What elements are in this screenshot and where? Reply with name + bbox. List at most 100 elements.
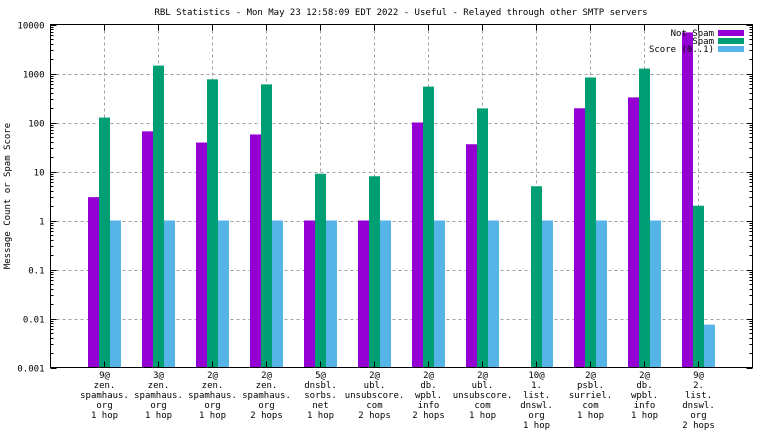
x-tick-label: zen. <box>202 381 224 391</box>
x-tick-label: 2@ <box>369 371 380 381</box>
legend-swatch <box>718 38 744 44</box>
bar-score-0-1 <box>596 220 607 368</box>
y-tick-label: 1000 <box>23 71 45 81</box>
x-tick-label: 1 hop <box>631 411 658 421</box>
y-axis: 0.001 0.01 0.1 1 10 100 1000 10000 <box>17 22 753 375</box>
x-tick-label: 2@ <box>423 371 434 381</box>
x-tick-label: 1. <box>531 381 542 391</box>
bar-score-0-1 <box>434 220 445 368</box>
x-tick-label: spamhaus. <box>188 391 237 401</box>
y-tick-label: 10000 <box>17 22 44 32</box>
x-tick-label: 2 hops <box>250 411 283 421</box>
bar-not-spam <box>412 122 423 368</box>
x-tick-label: 9@ <box>99 371 110 381</box>
legend-swatch <box>718 46 744 52</box>
x-tick-label: com <box>474 401 490 411</box>
x-tick-label: db. <box>420 381 436 391</box>
x-tick-label: org <box>528 411 544 421</box>
x-tick-label: org <box>690 411 706 421</box>
x-tick-label: 2 hops <box>412 411 445 421</box>
y-tick-label: 0.001 <box>17 365 44 375</box>
bar-not-spam <box>466 144 477 368</box>
x-tick-label: 1 hop <box>577 411 604 421</box>
bar-not-spam <box>358 220 369 368</box>
bar-spam <box>153 65 164 368</box>
x-tick-label: 2@ <box>585 371 596 381</box>
bar-score-0-1 <box>650 220 661 368</box>
bar-spam <box>531 186 542 368</box>
bar-spam <box>477 108 488 368</box>
x-tick-label: org <box>96 401 112 411</box>
x-tick-label: zen. <box>256 381 278 391</box>
x-tick-label: info <box>418 401 440 411</box>
bar-spam <box>99 117 110 368</box>
bar-score-0-1 <box>218 220 229 368</box>
bar-spam <box>693 205 704 368</box>
bar-not-spam <box>574 108 585 368</box>
x-tick-label: org <box>258 401 274 411</box>
bar-score-0-1 <box>704 324 715 368</box>
x-tick-label: list. <box>685 391 712 401</box>
x-tick-label: 3@ <box>153 371 164 381</box>
bar-spam <box>261 84 272 368</box>
x-tick-label: ubl. <box>364 381 386 391</box>
x-tick-label: 2@ <box>639 371 650 381</box>
x-tick-label: 5@ <box>315 371 326 381</box>
bar-spam <box>369 176 380 368</box>
plot-frame <box>50 24 753 368</box>
x-tick-label: 9@ <box>693 371 704 381</box>
bar-score-0-1 <box>326 220 337 368</box>
x-tick-label: 2@ <box>477 371 488 381</box>
bar-score-0-1 <box>542 220 553 368</box>
bar-score-0-1 <box>272 220 283 368</box>
x-tick-label: db. <box>636 381 652 391</box>
x-tick-label: surriel. <box>569 391 612 401</box>
bars <box>88 32 715 368</box>
x-tick-label: info <box>634 401 656 411</box>
x-tick-label: 10@ <box>528 371 545 381</box>
x-tick-label: sorbs. <box>304 391 337 401</box>
x-tick-label: ubl. <box>472 381 494 391</box>
x-tick-label: 1 hop <box>199 411 226 421</box>
x-tick-label: psbl. <box>577 381 604 391</box>
x-tick-label: 1 hop <box>523 421 550 431</box>
x-tick-label: 2@ <box>261 371 272 381</box>
x-tick-label: zen. <box>94 381 116 391</box>
x-tick-label: 2@ <box>207 371 218 381</box>
x-tick-label: unsubscore. <box>345 391 405 401</box>
y-tick-label: 0.01 <box>23 316 45 326</box>
y-tick-label: 10 <box>34 169 45 179</box>
legend-swatch <box>718 30 744 36</box>
x-tick-label: 1 hop <box>91 411 118 421</box>
y-axis-label: Message Count or Spam Score <box>3 123 13 269</box>
x-tick-label: dnswl. <box>520 401 553 411</box>
legend-label: Score (0..1) <box>649 45 714 55</box>
legend-label: Not Spam <box>671 29 714 39</box>
bar-not-spam <box>304 220 315 368</box>
x-tick-label: wpbl. <box>631 391 658 401</box>
x-tick-label: 1 hop <box>469 411 496 421</box>
bar-spam <box>423 86 434 368</box>
x-tick-label: spamhaus. <box>80 391 129 401</box>
x-tick-label: 2. <box>693 381 704 391</box>
bar-not-spam <box>628 97 639 368</box>
y-tick-label: 1 <box>39 218 44 228</box>
x-tick-label: spamhaus. <box>242 391 291 401</box>
y-tick-label: 100 <box>28 120 44 130</box>
chart-title: RBL Statistics - Mon May 23 12:58:09 EDT… <box>154 8 647 18</box>
x-tick-label: dnsbl. <box>304 381 337 391</box>
bar-score-0-1 <box>164 220 175 368</box>
x-tick-label: net <box>312 401 328 411</box>
x-tick-label: spamhaus. <box>134 391 183 401</box>
x-tick-label: list. <box>523 391 550 401</box>
x-tick-label: 2 hops <box>682 421 715 431</box>
x-tick-label: 2 hops <box>358 411 391 421</box>
bar-spam <box>585 77 596 368</box>
x-tick-label: 1 hop <box>145 411 172 421</box>
bar-spam <box>315 173 326 368</box>
y-tick-label: 0.1 <box>28 267 44 277</box>
bar-score-0-1 <box>488 220 499 368</box>
bar-score-0-1 <box>110 220 121 368</box>
